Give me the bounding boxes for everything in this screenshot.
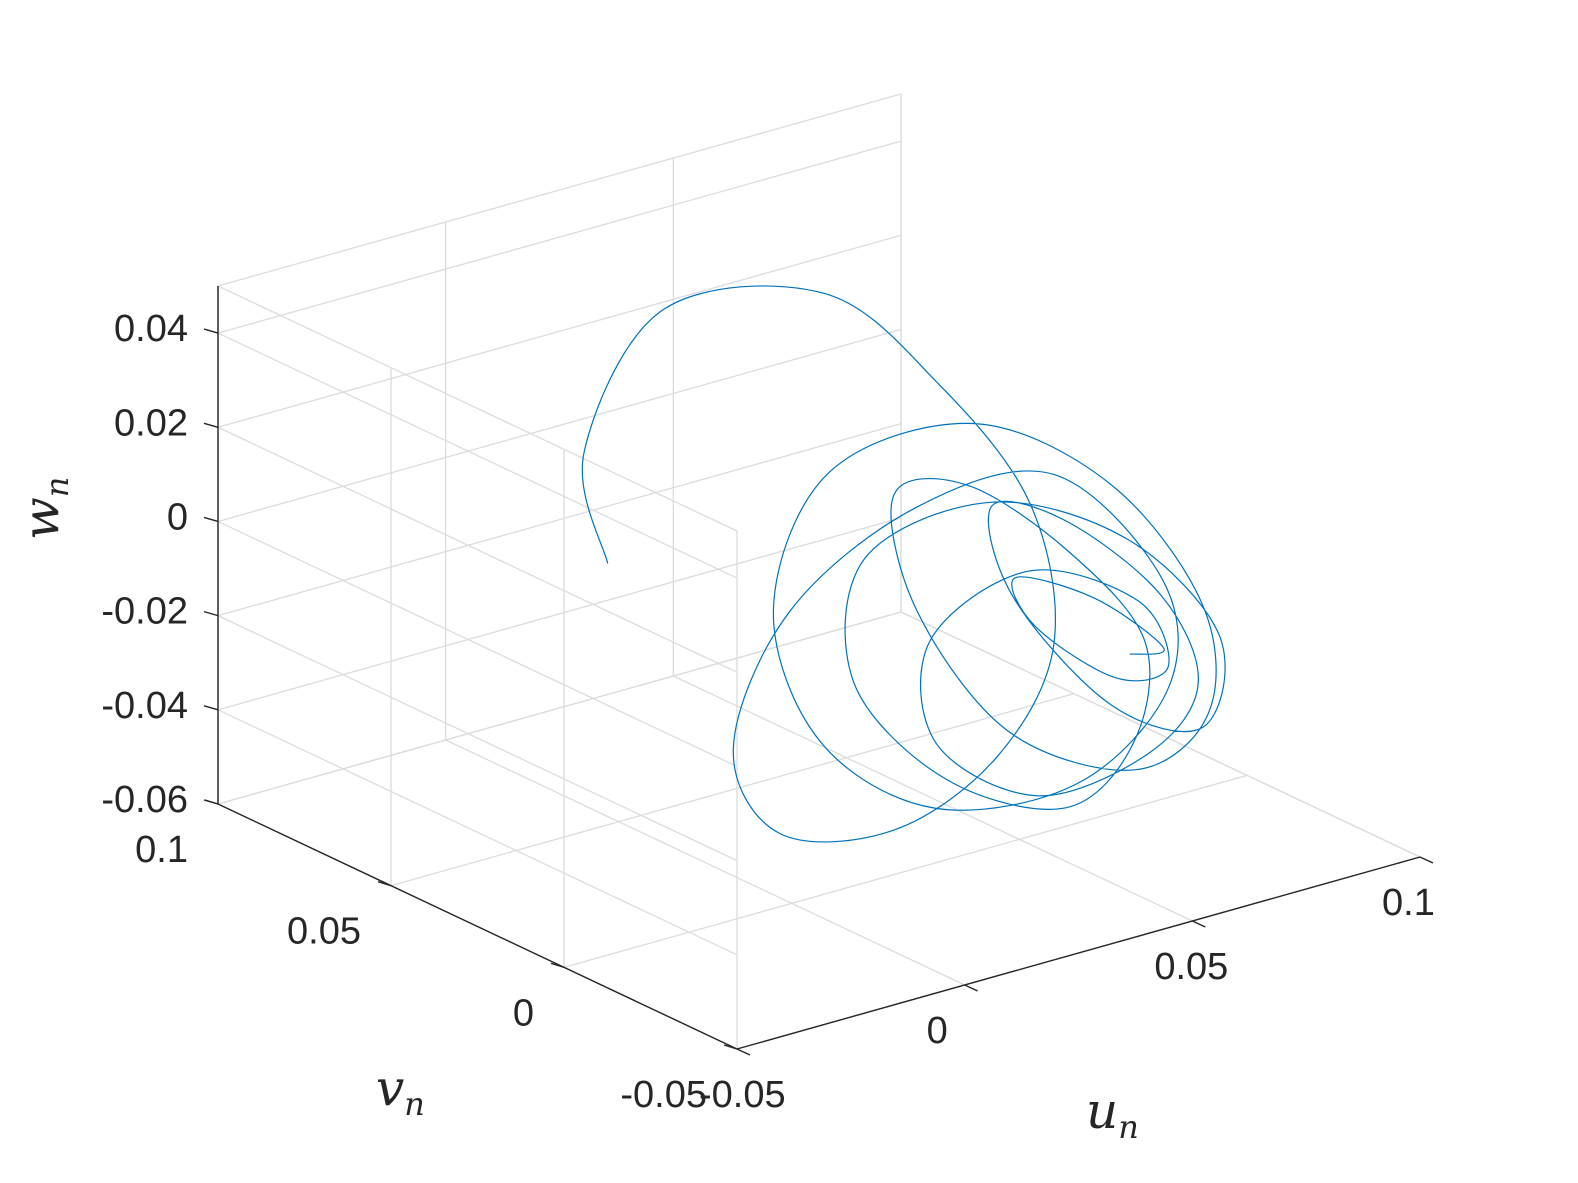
w-tick [203, 705, 219, 711]
v-axis-label: vn [376, 1059, 425, 1123]
grid-line [217, 611, 902, 805]
u-tick [1419, 856, 1434, 864]
v-tick [723, 1044, 738, 1050]
w-tick-label: -0.02 [101, 591, 188, 633]
grid [217, 93, 1421, 1050]
u-tick [964, 984, 978, 992]
grid-line [217, 426, 738, 673]
w-tick [203, 516, 219, 523]
w-tick-label: 0.04 [114, 308, 188, 350]
u-tick [736, 1048, 751, 1056]
grid-line [217, 423, 902, 617]
w-axis-label: wn [12, 477, 76, 540]
grid-line [217, 517, 902, 711]
w-tick-label: -0.06 [101, 779, 188, 821]
grid-line [390, 693, 1075, 887]
axes [203, 286, 1434, 1056]
grid-line [217, 234, 902, 428]
u-axis-line [736, 856, 1421, 1050]
grid-line [217, 140, 902, 334]
v-tick-label: 0.05 [287, 911, 361, 953]
w-tick [203, 328, 219, 334]
tick-labels: -0.05 0 0.05 0.1 -0.05 0 0.05 0.1 -0.06 -0.04 -0.0… [101, 308, 1434, 1116]
grid-line [217, 332, 738, 579]
box-edge [217, 285, 738, 532]
trajectory-layer [581, 285, 1226, 843]
w-tick [203, 610, 219, 617]
u-tick [1192, 920, 1206, 928]
box-edge [900, 611, 1421, 858]
u-tick-label: 0.05 [1154, 946, 1228, 988]
grid-line [445, 739, 965, 986]
trajectory-series [581, 285, 1226, 843]
v-tick-label: 0 [513, 992, 534, 1034]
v-axis-line [217, 803, 738, 1050]
v-tick-label: -0.05 [620, 1074, 707, 1116]
v-tick [550, 962, 565, 969]
grid-line [217, 328, 902, 523]
grid-line [217, 615, 738, 862]
u-tick-label: 0.1 [1382, 882, 1435, 924]
grid-line [673, 675, 1193, 922]
u-axis-label: un [1086, 1082, 1139, 1146]
v-tick-label: 0.1 [135, 829, 188, 871]
grid-line [217, 520, 738, 768]
w-tick-label: -0.04 [101, 685, 188, 727]
grid-line [563, 774, 1248, 968]
w-tick [203, 799, 219, 805]
w-tick [203, 422, 219, 428]
v-tick [377, 880, 392, 887]
grid-line [217, 709, 738, 956]
w-tick-label: 0 [167, 496, 188, 538]
u-tick-label: 0 [927, 1010, 948, 1052]
w-tick-label: 0.02 [114, 402, 188, 444]
u-tick-label: -0.05 [699, 1074, 786, 1116]
box-edge [217, 93, 902, 287]
